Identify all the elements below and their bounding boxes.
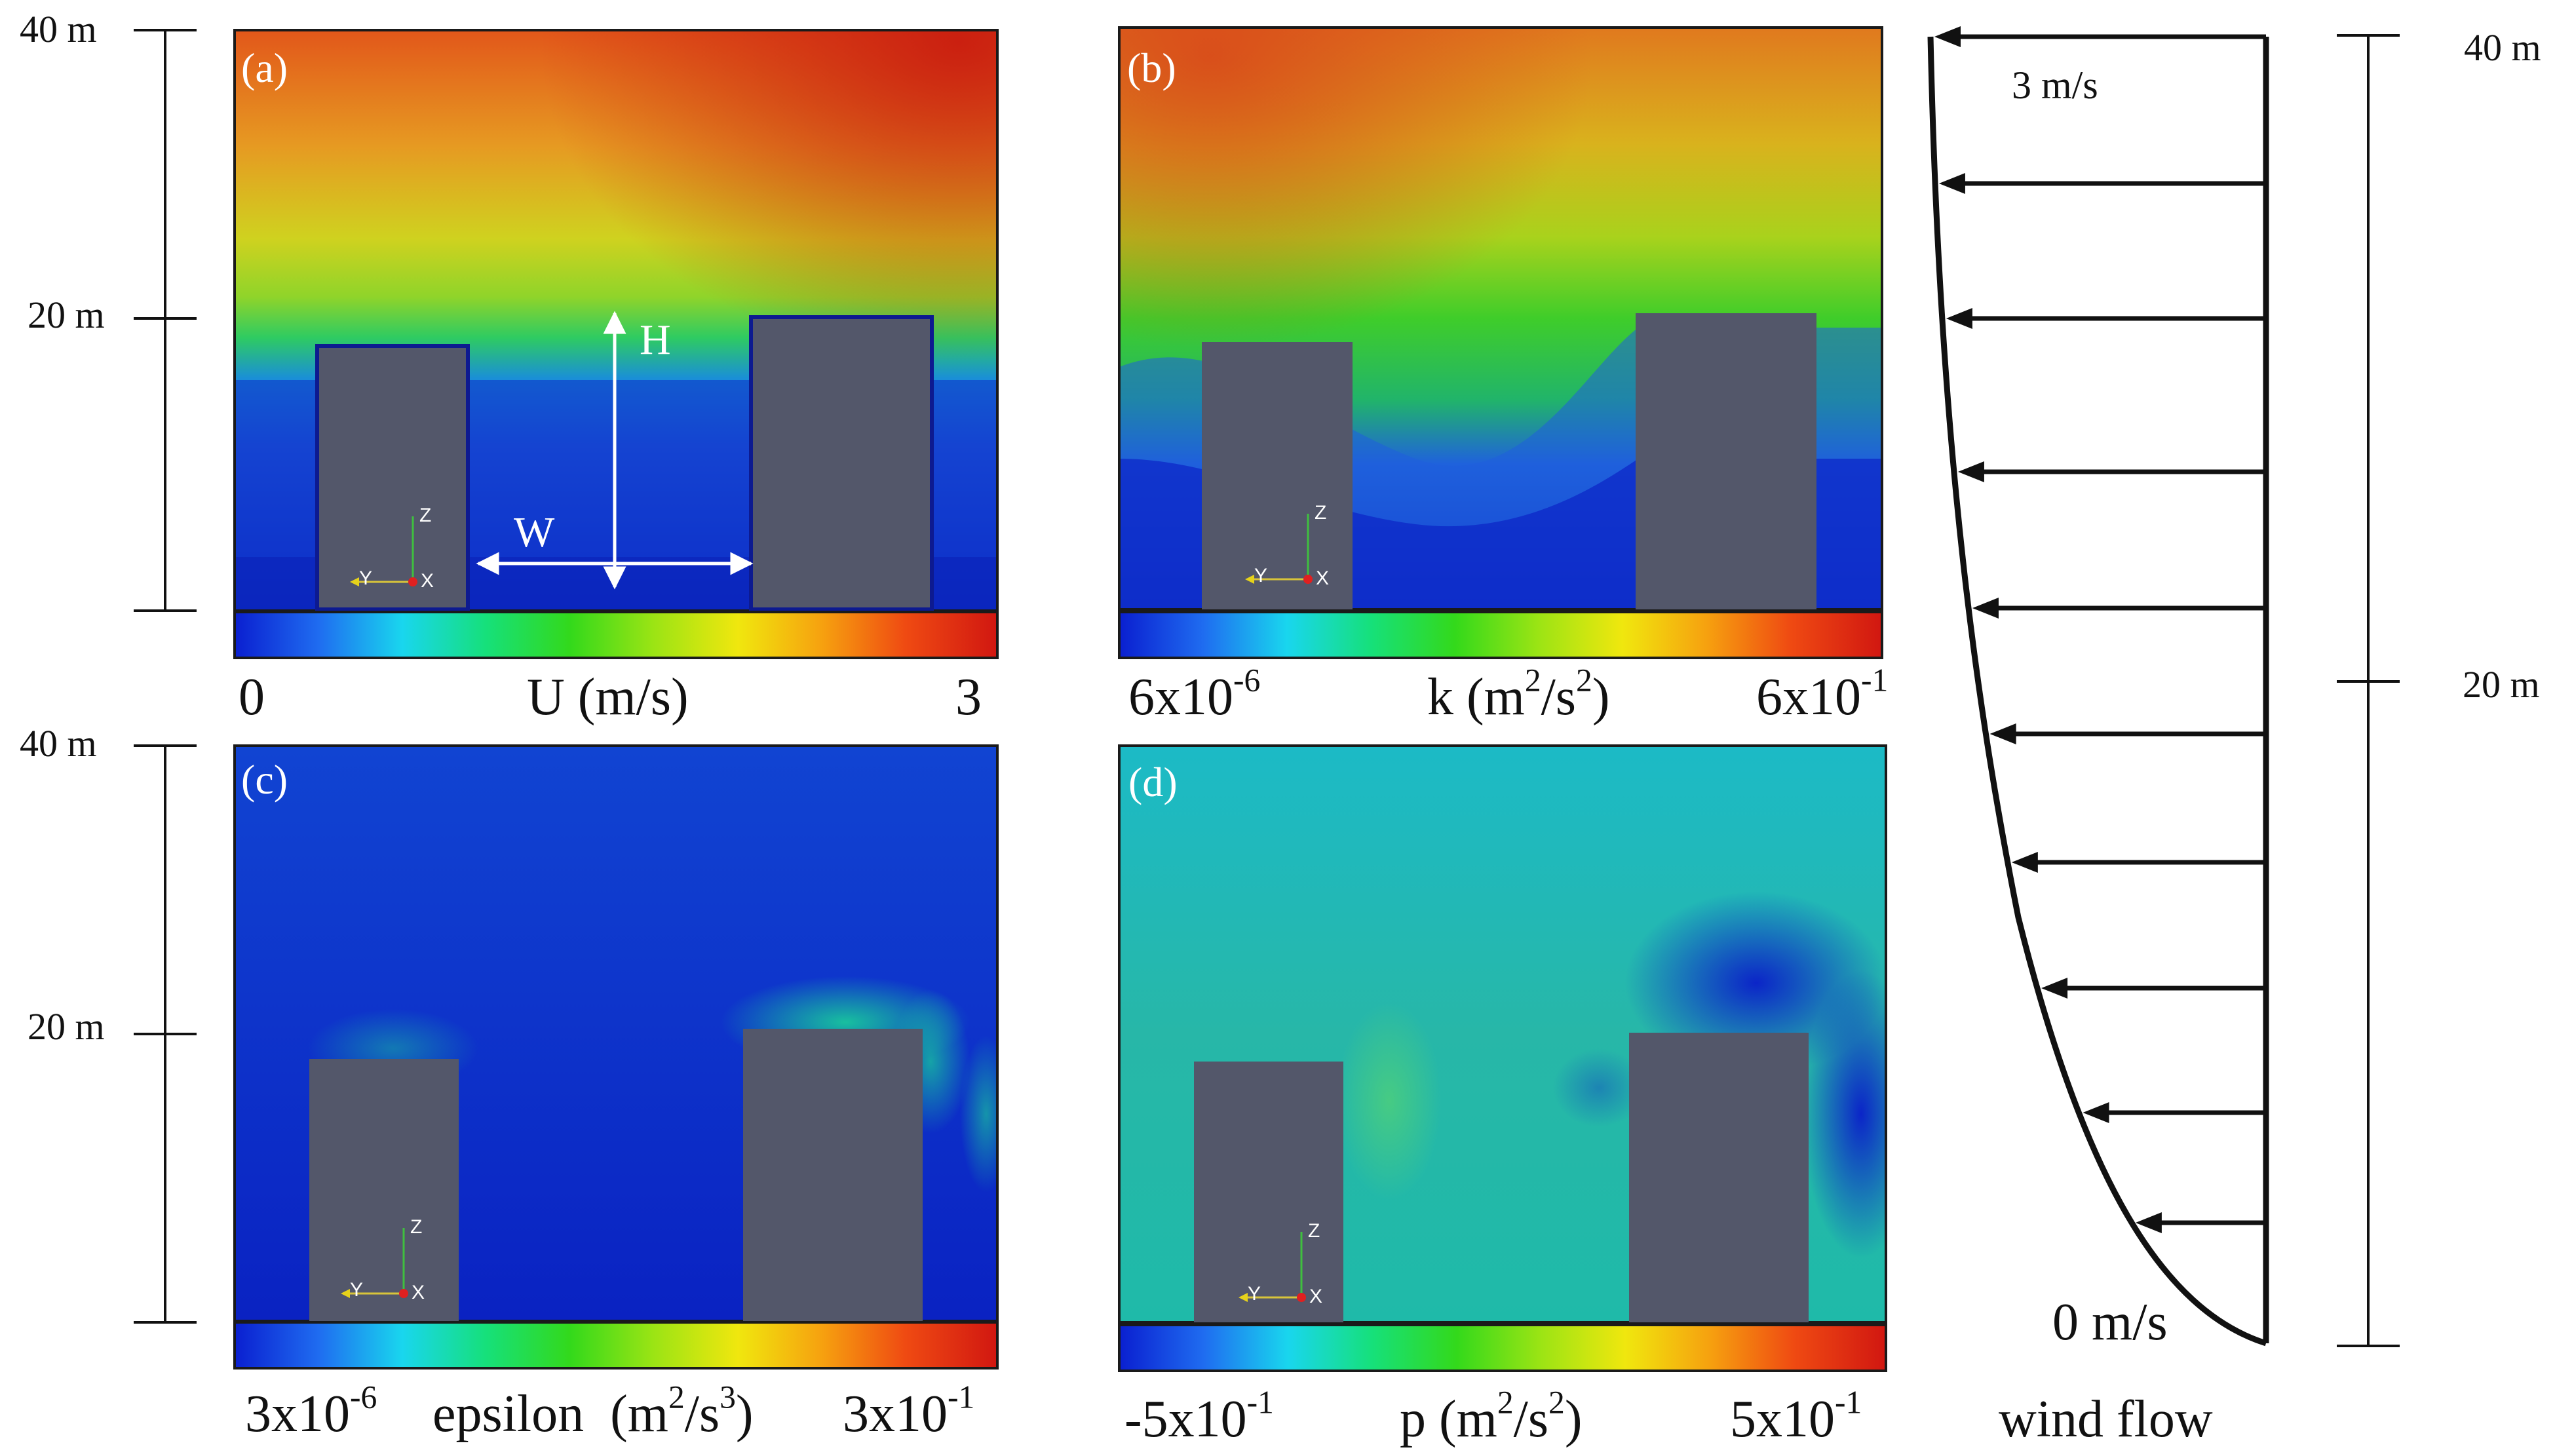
cbar-a-label: U (m/s)	[527, 668, 689, 726]
panel-b-colorbar	[1118, 611, 1883, 659]
panel-b-building-right	[1636, 313, 1816, 609]
wind-arrow-head	[2083, 1102, 2109, 1123]
wind-arrow-head	[1946, 308, 1972, 329]
cbar-d-max: 5x10-1	[1730, 1384, 1862, 1448]
cbar-b-min: 6x10-6	[1128, 662, 1261, 726]
cbar-d-min: -5x10-1	[1124, 1384, 1274, 1448]
triad-a-y: Y	[359, 567, 373, 589]
cbar-c-label: epsilon (m2/s3)	[432, 1379, 754, 1443]
wind-caption: wind flow	[1999, 1390, 2213, 1448]
triad-b-z: Z	[1315, 502, 1327, 524]
panel-c-building-right	[743, 1029, 923, 1322]
triad-c-y: Y	[350, 1279, 364, 1301]
panel-a-building-right	[749, 315, 934, 611]
panel-a-letter: (a)	[241, 45, 288, 91]
triad-d-y: Y	[1248, 1283, 1261, 1305]
wind-arrow-head	[1934, 26, 1961, 47]
wind-top-speed: 3 m/s	[2012, 64, 2098, 107]
panel-c-letter: (c)	[241, 756, 288, 803]
cbar-a-max: 3	[955, 668, 982, 726]
panel-b-frame	[1118, 26, 1883, 611]
triad-b-x: X	[1316, 567, 1330, 589]
height-scale-top-left	[134, 29, 197, 612]
height-scale-bottom-left	[134, 744, 197, 1324]
triad-c-z: Z	[410, 1216, 423, 1238]
panel-d-frame	[1118, 744, 1887, 1324]
scale-r-40m: 40 m	[2464, 26, 2541, 69]
scale-tl-20m: 20 m	[28, 294, 105, 336]
wind-arrow-head	[1938, 173, 1965, 194]
cbar-b-max: 6x10-1	[1756, 662, 1889, 726]
triad-d-x: X	[1309, 1286, 1323, 1307]
cbar-a-min: 0	[239, 668, 265, 726]
panel-d-building-right	[1629, 1033, 1809, 1322]
wind-arrow-head	[2041, 978, 2068, 999]
wind-bottom-speed: 0 m/s	[2052, 1293, 2168, 1351]
wind-arrow-head	[1972, 598, 1999, 619]
cbar-d-label: p (m2/s2)	[1400, 1384, 1583, 1448]
axis-triad-d	[1239, 1232, 1306, 1302]
panel-d-building-left	[1194, 1062, 1343, 1322]
wind-arrow-head	[2011, 852, 2038, 873]
panel-c-building-left	[309, 1059, 459, 1322]
panel-c-colorbar	[233, 1321, 999, 1370]
axis-triad-b	[1245, 514, 1313, 584]
scale-r-20m: 20 m	[2463, 663, 2540, 706]
cbar-c-max: 3x10-1	[843, 1379, 975, 1443]
panel-d-colorbar	[1118, 1324, 1887, 1372]
scale-tl-40m: 40 m	[20, 8, 97, 50]
wind-arrows	[1934, 26, 2266, 1233]
panel-b-building-left	[1202, 342, 1353, 609]
scale-bl-40m: 40 m	[20, 722, 97, 765]
triad-d-z: Z	[1308, 1220, 1320, 1242]
wind-arrow-head	[1989, 723, 2016, 744]
dim-w-label: W	[514, 508, 555, 556]
triad-a-z: Z	[419, 505, 432, 526]
height-scale-right	[2337, 34, 2400, 1347]
panel-a-colorbar	[233, 611, 999, 659]
panel-b-letter: (b)	[1127, 45, 1176, 91]
scale-bl-20m: 20 m	[28, 1005, 105, 1048]
triad-b-y: Y	[1254, 565, 1268, 586]
wind-arrow-head	[2135, 1212, 2162, 1233]
wind-profile	[1927, 26, 2269, 1347]
cbar-c-min: 3x10-6	[245, 1379, 377, 1443]
cbar-b-label: k (m2/s2)	[1427, 662, 1610, 726]
wind-arrow-head	[1957, 461, 1984, 482]
panel-d-letter: (d)	[1128, 759, 1178, 805]
triad-a-x: X	[421, 570, 434, 592]
axis-triad-a	[350, 516, 417, 586]
triad-c-x: X	[412, 1282, 425, 1303]
dim-h-label: H	[640, 316, 671, 364]
wind-profile-curve	[1927, 36, 2267, 1347]
panel-a-building-left	[315, 344, 470, 611]
axis-triad-c	[341, 1228, 408, 1298]
